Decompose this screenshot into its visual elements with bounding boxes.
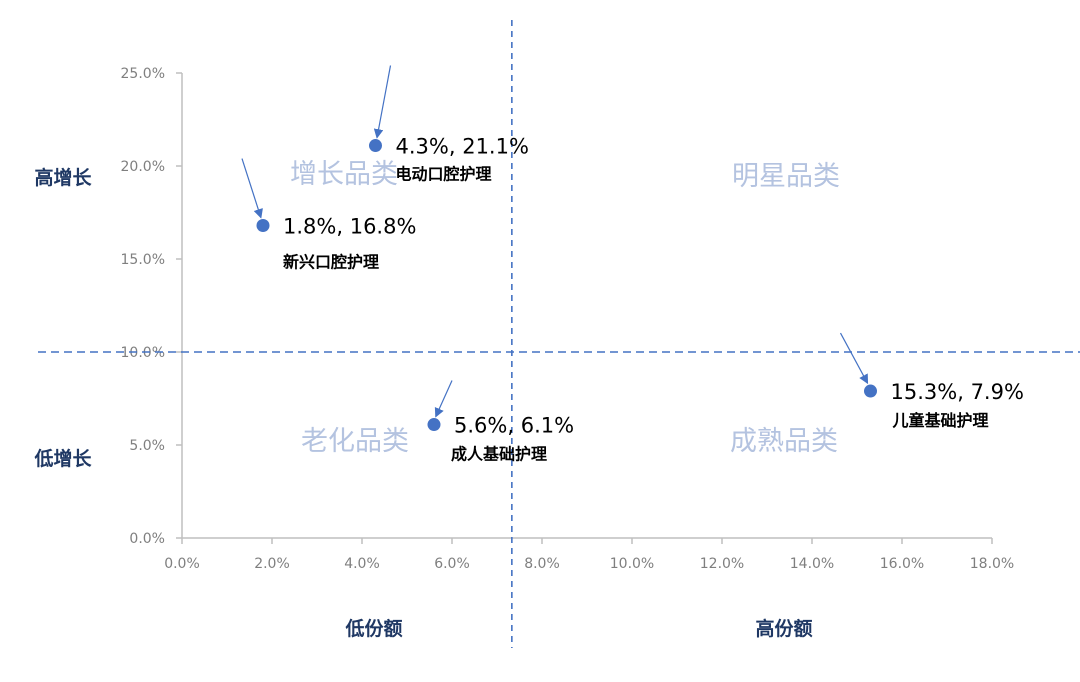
x-category-high: 高份额 (755, 617, 812, 640)
data-point-group: 1.8%, 16.8% 新兴口腔护理 (241, 158, 416, 272)
data-point (864, 384, 877, 398)
axes: 0.0% 5.0% 10.0% 15.0% 20.0% 25.0% 0.0% 2.0% 4.0%… (121, 66, 1015, 572)
x-tick-label: 12.0% (700, 556, 744, 572)
quadrant-label-top-left: 增长品类 (290, 159, 398, 190)
x-category-low: 低份额 (344, 617, 402, 640)
y-tick-label: 10.0% (121, 345, 165, 361)
data-label-value: 4.3%, 21.1% (396, 135, 529, 159)
data-label-value: 5.6%, 6.1% (454, 414, 574, 438)
y-tick-label: 20.0% (121, 159, 165, 175)
data-label-name: 成人基础护理 (451, 445, 547, 464)
y-category-low: 低增长 (33, 447, 92, 470)
y-tick-label: 0.0% (129, 531, 165, 547)
data-label-name: 新兴口腔护理 (283, 253, 379, 272)
quadrant-label-bottom-right: 成熟品类 (730, 426, 838, 457)
data-point-group: 4.3%, 21.1% 电动口腔护理 (369, 65, 529, 184)
data-label-value: 1.8%, 16.8% (283, 215, 416, 239)
data-points: 1.8%, 16.8% 新兴口腔护理 4.3%, 21.1% 电动口腔护理 5.6%, … (241, 65, 1024, 464)
y-category-high: 高增长 (34, 166, 92, 189)
data-point-group: 15.3%, 7.9% 儿童基础护理 (839, 332, 1024, 430)
annotation-arrow (241, 158, 263, 219)
x-tick-label: 2.0% (254, 556, 290, 572)
x-tick-label: 18.0% (970, 556, 1014, 572)
data-point-group: 5.6%, 6.1% 成人基础护理 (427, 380, 574, 464)
x-tick-label: 6.0% (434, 556, 470, 572)
x-tick-label: 0.0% (164, 556, 200, 572)
data-label-name: 儿童基础护理 (892, 411, 989, 430)
data-point (369, 139, 382, 153)
y-tick-label: 25.0% (121, 66, 165, 82)
annotation-arrow (839, 332, 869, 385)
data-point (256, 219, 270, 233)
data-point (427, 418, 441, 432)
x-tick-label: 14.0% (790, 556, 834, 572)
x-tick-label: 16.0% (880, 556, 924, 572)
annotation-arrow (434, 380, 453, 418)
quadrant-label-top-right: 明星品类 (732, 161, 840, 192)
annotation-arrow (373, 65, 392, 139)
y-tick-label: 5.0% (129, 438, 165, 454)
quadrant-label-bottom-left: 老化品类 (301, 426, 409, 457)
reference-lines (38, 20, 1080, 648)
data-label-name: 电动口腔护理 (396, 165, 492, 184)
x-tick-label: 8.0% (524, 556, 560, 572)
y-tick-label: 15.0% (121, 252, 165, 268)
data-label-value: 15.3%, 7.9% (891, 380, 1024, 404)
x-tick-label: 4.0% (344, 556, 380, 572)
x-tick-label: 10.0% (610, 556, 654, 572)
